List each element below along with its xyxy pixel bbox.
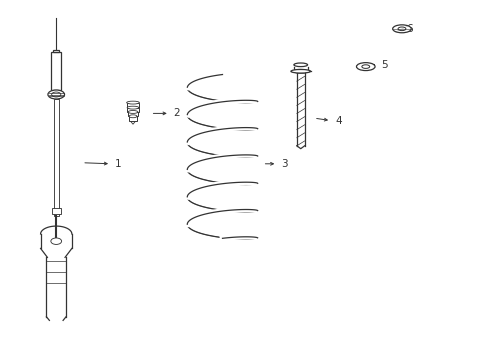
Bar xyxy=(51,52,61,90)
Ellipse shape xyxy=(127,106,139,109)
Bar xyxy=(126,103,139,108)
Bar xyxy=(53,50,59,52)
Ellipse shape xyxy=(392,25,410,33)
Text: 6: 6 xyxy=(405,24,412,34)
Ellipse shape xyxy=(290,69,310,73)
Text: 3: 3 xyxy=(281,159,287,169)
Text: 2: 2 xyxy=(173,108,180,118)
Ellipse shape xyxy=(51,238,61,244)
Ellipse shape xyxy=(48,90,64,99)
Text: 4: 4 xyxy=(334,116,341,126)
Ellipse shape xyxy=(128,111,138,113)
Bar xyxy=(128,112,138,116)
Ellipse shape xyxy=(126,101,139,104)
Ellipse shape xyxy=(361,65,369,68)
Ellipse shape xyxy=(397,27,405,31)
Bar xyxy=(127,108,139,112)
Ellipse shape xyxy=(356,63,374,71)
Bar xyxy=(129,116,137,121)
Bar xyxy=(54,99,59,216)
Ellipse shape xyxy=(52,92,61,97)
Ellipse shape xyxy=(129,115,137,118)
Text: 1: 1 xyxy=(115,159,122,169)
Ellipse shape xyxy=(293,69,307,73)
Text: 5: 5 xyxy=(381,60,387,70)
Bar xyxy=(52,208,61,214)
Ellipse shape xyxy=(293,63,307,67)
